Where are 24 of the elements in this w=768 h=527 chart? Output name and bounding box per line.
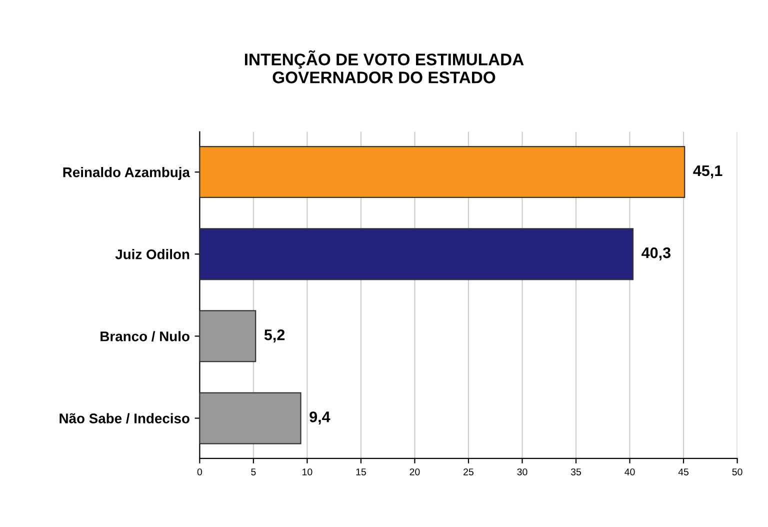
data-label: 45,1 <box>693 165 722 178</box>
x-tick-label: 45 <box>678 468 689 476</box>
x-tick-label: 10 <box>302 468 312 476</box>
bar <box>200 146 686 198</box>
data-label: 9,4 <box>310 411 330 425</box>
bar <box>200 310 256 362</box>
x-tick-label: 40 <box>624 468 635 476</box>
y-tick-label: Não Sabe / Indeciso <box>60 413 190 424</box>
data-label: 40,3 <box>642 247 670 260</box>
x-tick-label: 25 <box>464 468 474 476</box>
x-tick-label: 5 <box>251 468 256 476</box>
x-tick-label: 35 <box>570 468 581 476</box>
bar <box>200 228 634 280</box>
x-tick-label: 20 <box>410 468 420 476</box>
x-tick-label: 30 <box>517 468 528 476</box>
bar <box>200 392 302 444</box>
x-tick-label: 15 <box>356 468 366 476</box>
y-tick-label: Branco / Nulo <box>100 331 190 342</box>
data-label: 5,2 <box>264 329 285 342</box>
chart-title: INTENÇÃO DE VOTO ESTIMULADA GOVERNADOR DO ESTADO <box>244 50 524 84</box>
y-tick-label: Juiz Odilon <box>115 249 190 260</box>
x-tick-label: 50 <box>732 468 742 476</box>
x-tick-label: 0 <box>197 468 202 476</box>
y-tick-label: Reinaldo Azambuja <box>63 167 190 180</box>
